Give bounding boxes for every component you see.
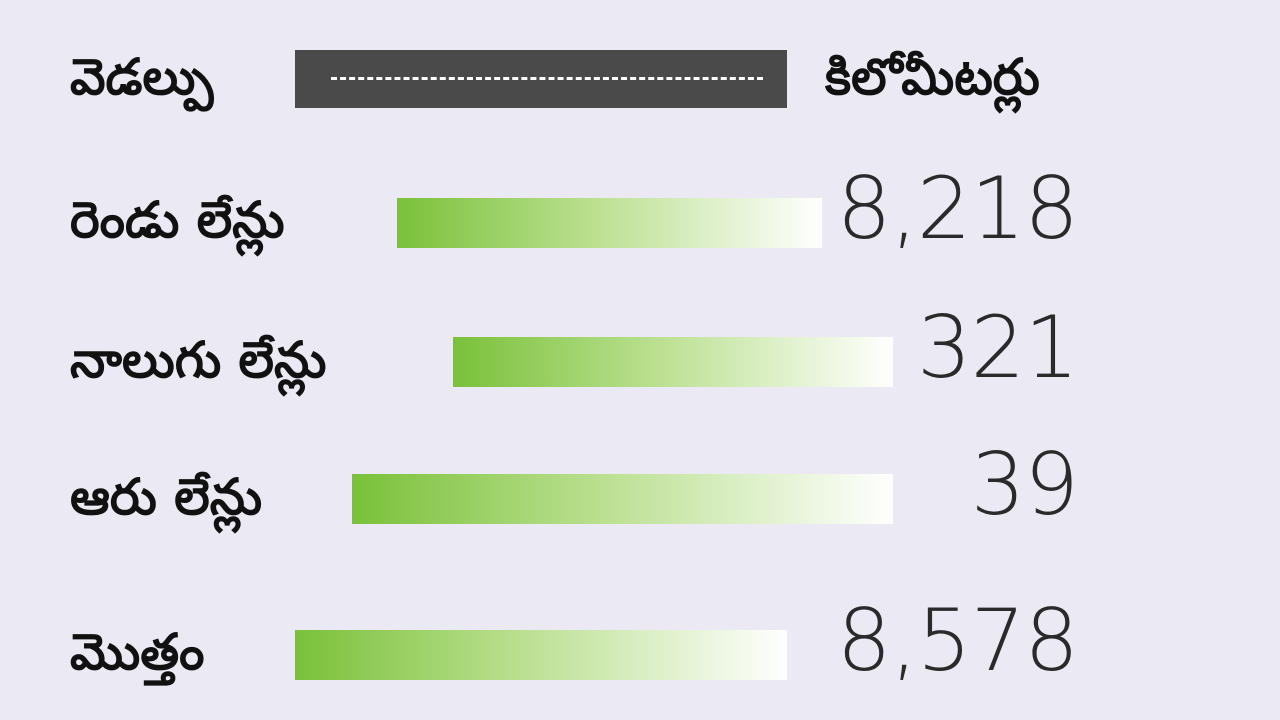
row-label: మొత్తం: [70, 623, 205, 681]
row-value: 8,218: [836, 159, 1079, 259]
row-bar: [397, 198, 822, 248]
header-dash: [331, 77, 763, 80]
row-label: నాలుగు లేన్లు: [70, 331, 327, 389]
row-label: రెండు లేన్లు: [70, 191, 285, 249]
row-bar: [453, 337, 893, 387]
row-value: 321: [916, 298, 1079, 398]
header-left-label: వెడల్పు: [70, 48, 214, 106]
row-bar: [352, 474, 893, 524]
row-value: 8,578: [836, 591, 1079, 691]
row-label: ఆరు లేన్లు: [70, 468, 263, 526]
header-box: [295, 50, 787, 108]
row-bar: [295, 630, 787, 680]
header-right-label: కిలోమీటర్లు: [825, 48, 1040, 106]
row-value: 39: [970, 435, 1079, 535]
